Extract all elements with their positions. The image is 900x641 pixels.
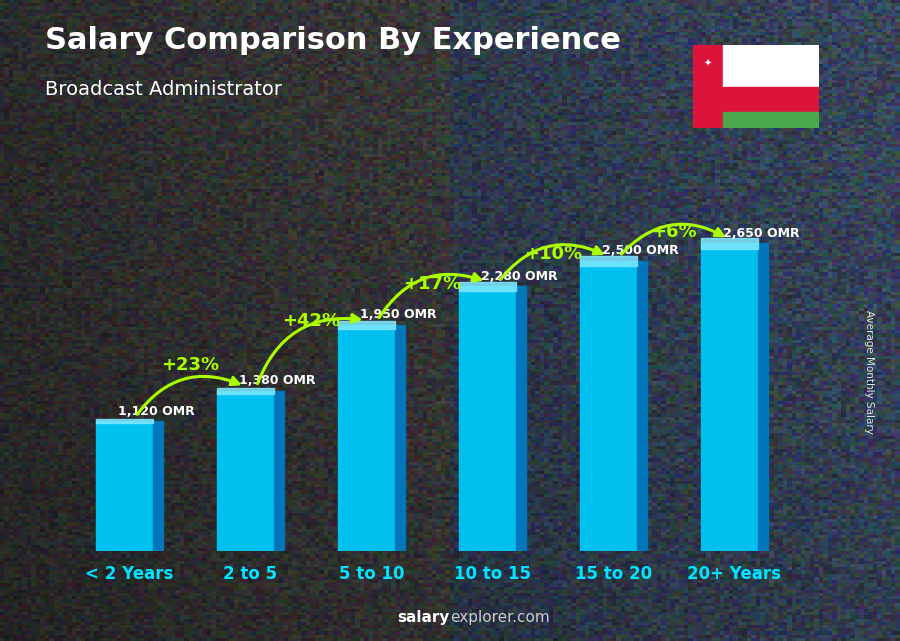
Bar xyxy=(459,287,516,551)
Bar xyxy=(153,421,163,551)
Text: 2,280 OMR: 2,280 OMR xyxy=(481,270,557,283)
Text: 2,500 OMR: 2,500 OMR xyxy=(602,244,679,257)
Text: salary: salary xyxy=(398,610,450,625)
Text: +6%: +6% xyxy=(652,222,697,240)
Bar xyxy=(580,261,637,551)
Bar xyxy=(724,87,819,112)
Text: Broadcast Administrator: Broadcast Administrator xyxy=(45,80,282,99)
Bar xyxy=(758,244,768,551)
Text: 1,950 OMR: 1,950 OMR xyxy=(360,308,436,321)
Bar xyxy=(701,244,758,551)
Text: 1,380 OMR: 1,380 OMR xyxy=(238,374,315,387)
Text: explorer.com: explorer.com xyxy=(450,610,550,625)
Text: ✦: ✦ xyxy=(704,58,712,69)
Bar xyxy=(724,45,819,87)
Text: +10%: +10% xyxy=(524,245,582,263)
Text: 1,120 OMR: 1,120 OMR xyxy=(118,404,194,418)
Bar xyxy=(217,388,274,394)
Bar xyxy=(459,281,516,291)
Bar xyxy=(395,325,405,551)
Text: Average Monthly Salary: Average Monthly Salary xyxy=(863,310,874,434)
Text: +42%: +42% xyxy=(282,312,340,329)
Bar xyxy=(96,419,153,424)
Bar xyxy=(217,391,274,551)
Bar xyxy=(724,112,819,128)
Bar xyxy=(96,421,153,551)
Text: 2,650 OMR: 2,650 OMR xyxy=(723,227,799,240)
Bar xyxy=(693,45,724,128)
Bar xyxy=(338,320,395,329)
Bar xyxy=(516,287,526,551)
Bar xyxy=(637,261,647,551)
Text: +23%: +23% xyxy=(161,356,219,374)
Bar xyxy=(701,238,758,249)
Text: +17%: +17% xyxy=(403,274,461,292)
Bar xyxy=(274,391,284,551)
Bar xyxy=(338,325,395,551)
Text: Salary Comparison By Experience: Salary Comparison By Experience xyxy=(45,26,621,54)
Bar xyxy=(580,256,637,266)
